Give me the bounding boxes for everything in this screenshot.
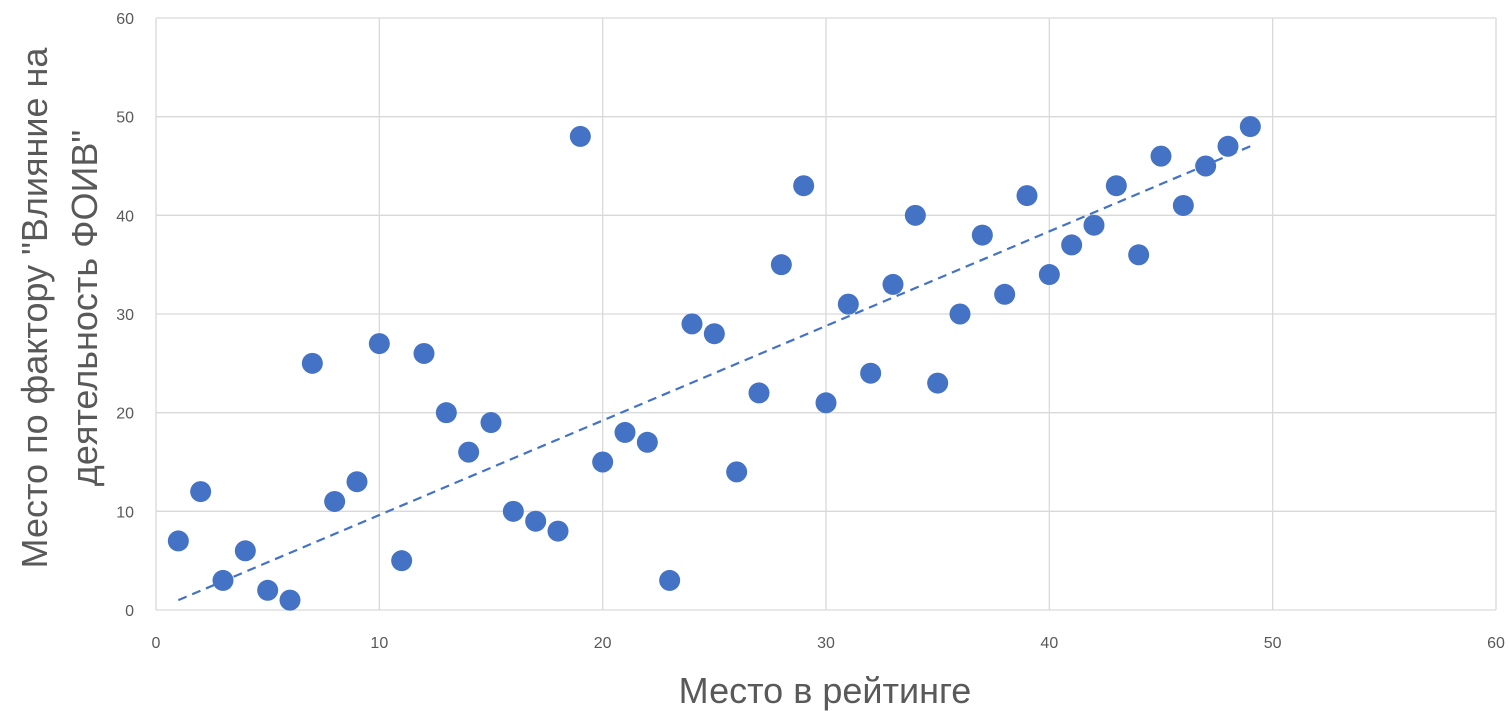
y-tick-labels: 0 10 20 30 40 50 60	[116, 11, 134, 620]
data-point	[413, 342, 435, 364]
data-point	[1172, 194, 1194, 216]
data-point	[212, 569, 234, 591]
gridlines	[155, 17, 1497, 611]
data-point	[435, 402, 457, 424]
data-point	[1105, 175, 1127, 197]
data-point	[815, 392, 837, 414]
data-point	[1195, 155, 1217, 177]
data-point	[458, 441, 480, 463]
data-point	[190, 481, 212, 503]
data-point	[703, 323, 725, 345]
data-point	[592, 451, 614, 473]
data-points	[167, 116, 1261, 611]
data-point	[659, 569, 681, 591]
x-tick-label: 10	[370, 635, 388, 652]
data-point	[1217, 135, 1239, 157]
y-axis-title-group: Место по фактору "Влияние на деятельност…	[14, 47, 105, 569]
data-point	[480, 412, 502, 434]
data-point	[234, 540, 256, 562]
data-point	[770, 254, 792, 276]
data-point	[949, 303, 971, 325]
data-point	[1016, 185, 1038, 207]
x-tick-label: 30	[817, 635, 835, 652]
x-tick-label: 0	[152, 635, 161, 652]
x-tick-label: 20	[594, 635, 612, 652]
y-tick-label: 30	[116, 307, 134, 324]
data-point	[1083, 214, 1105, 236]
data-point	[324, 490, 346, 512]
data-point	[904, 204, 926, 226]
data-point	[726, 461, 748, 483]
data-point	[636, 431, 658, 453]
data-point	[837, 293, 859, 315]
data-point	[257, 579, 279, 601]
data-point	[1038, 264, 1060, 286]
data-point	[1150, 145, 1172, 167]
y-tick-label: 60	[116, 11, 134, 28]
data-point	[167, 530, 189, 552]
data-point	[882, 273, 904, 295]
data-point	[1061, 234, 1083, 256]
x-tick-label: 40	[1040, 635, 1058, 652]
data-point	[971, 224, 993, 246]
data-point	[614, 421, 636, 443]
data-point	[525, 510, 547, 532]
trendline	[177, 145, 1251, 602]
y-axis-title-line-1: Место по фактору "Влияние на	[14, 47, 55, 569]
y-tick-label: 10	[116, 504, 134, 521]
data-point	[994, 283, 1016, 305]
data-point	[793, 175, 815, 197]
data-point	[681, 313, 703, 335]
data-point	[301, 352, 323, 374]
x-tick-labels: 0 10 20 30 40 50 60	[152, 635, 1505, 652]
x-axis-title: Место в рейтинге	[679, 670, 972, 711]
y-tick-label: 20	[116, 406, 134, 423]
data-point	[748, 382, 770, 404]
data-point	[1239, 116, 1261, 138]
data-point	[860, 362, 882, 384]
data-point	[927, 372, 949, 394]
data-point	[547, 520, 569, 542]
data-point	[1128, 244, 1150, 266]
data-point	[279, 589, 301, 611]
y-tick-label: 0	[125, 603, 134, 620]
y-tick-label: 40	[116, 208, 134, 225]
x-tick-label: 60	[1487, 635, 1505, 652]
trendline-group	[177, 145, 1251, 602]
x-tick-label: 50	[1264, 635, 1282, 652]
data-point	[569, 125, 591, 147]
data-point	[391, 550, 413, 572]
data-point	[502, 500, 524, 522]
data-point	[346, 471, 368, 493]
data-point	[368, 333, 390, 355]
y-axis-title-line-2: деятельность ФОИВ"	[64, 130, 105, 486]
y-tick-label: 50	[116, 110, 134, 127]
